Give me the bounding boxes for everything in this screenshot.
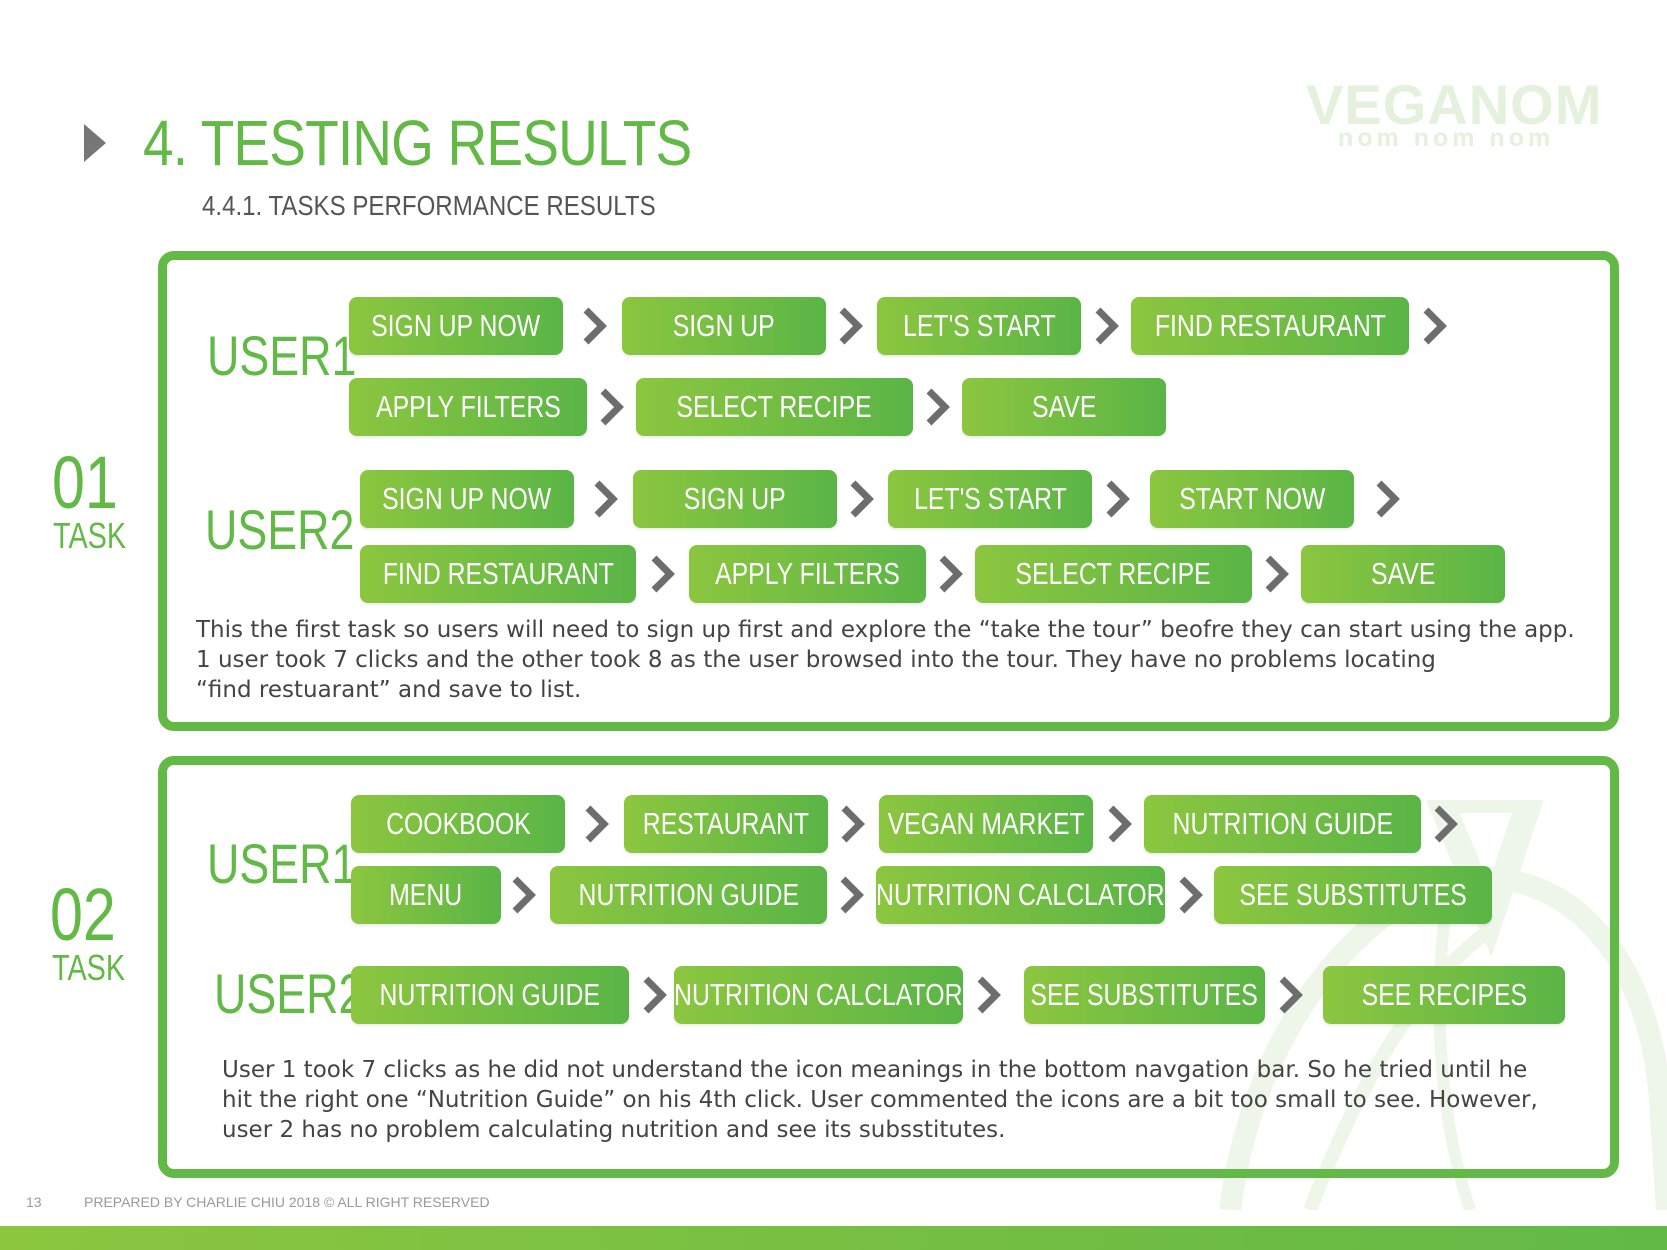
page-title: 4. TESTING RESULTS: [143, 107, 692, 179]
chevron-right-icon: [1108, 805, 1132, 843]
task2-note-line2: hit the right one “Nutrition Guide” on h…: [222, 1087, 1538, 1113]
chevron-right-icon: [850, 480, 874, 518]
step-lets-start[interactable]: LET'S START: [877, 297, 1081, 355]
chevron-right-icon: [585, 805, 609, 843]
step-see-recipes[interactable]: SEE RECIPES: [1323, 966, 1565, 1024]
chevron-right-icon: [1376, 480, 1400, 518]
step-select-recipe[interactable]: SELECT RECIPE: [975, 545, 1252, 603]
step-sign-up[interactable]: SIGN UP: [633, 470, 837, 528]
step-vegan-market[interactable]: VEGAN MARKET: [879, 795, 1093, 853]
chevron-right-icon: [1279, 976, 1303, 1014]
task2-user1-label: USER1: [207, 832, 357, 895]
chevron-right-icon: [841, 805, 865, 843]
chevron-right-icon: [594, 480, 618, 518]
chevron-right-icon: [583, 307, 607, 345]
chevron-right-icon: [939, 555, 963, 593]
step-see-substitutes[interactable]: SEE SUBSTITUTES: [1214, 866, 1492, 924]
step-nutrition-guide[interactable]: NUTRITION GUIDE: [550, 866, 827, 924]
task1-note-line1: This the first task so users will need t…: [196, 617, 1575, 643]
step-find-restaurant[interactable]: FIND RESTAURANT: [360, 545, 636, 603]
step-save[interactable]: SAVE: [962, 378, 1166, 436]
step-lets-start[interactable]: LET'S START: [888, 470, 1092, 528]
task1-note-line3: “find restuarant” and save to list.: [196, 677, 582, 703]
section-subtitle: 4.4.1. TASKS PERFORMANCE RESULTS: [202, 190, 656, 221]
step-select-recipe[interactable]: SELECT RECIPE: [636, 378, 913, 436]
step-start-now[interactable]: START NOW: [1150, 470, 1354, 528]
task1-number: 01: [52, 441, 118, 524]
logo-wordmark: VEGANOM: [1306, 73, 1603, 136]
step-find-restaurant[interactable]: FIND RESTAURANT: [1131, 297, 1409, 355]
logo-tagline: nom nom nom: [1338, 124, 1555, 152]
step-sign-up-now[interactable]: SIGN UP NOW: [360, 470, 574, 528]
chevron-right-icon: [1095, 307, 1119, 345]
step-nutrition-guide[interactable]: NUTRITION GUIDE: [351, 966, 629, 1024]
task1-user1-label: USER1: [207, 324, 357, 387]
chevron-right-icon: [1423, 307, 1447, 345]
task1-user2-label: USER2: [205, 498, 355, 561]
chevron-right-icon: [651, 555, 675, 593]
task2-user2-label: USER2: [214, 962, 364, 1025]
step-sign-up[interactable]: SIGN UP: [622, 297, 826, 355]
step-nutrition-calculator[interactable]: NUTRITION CALCLATOR: [876, 866, 1165, 924]
chevron-right-icon: [512, 876, 536, 914]
task2-number: 02: [50, 873, 116, 956]
chevron-right-icon: [926, 388, 950, 426]
chevron-right-icon: [1265, 555, 1289, 593]
step-see-substitutes[interactable]: SEE SUBSTITUTES: [1024, 966, 1265, 1024]
step-save[interactable]: SAVE: [1301, 545, 1505, 603]
step-nutrition-guide[interactable]: NUTRITION GUIDE: [1144, 795, 1421, 853]
task1-note-line2: 1 user took 7 clicks and the other took …: [196, 647, 1436, 673]
chevron-right-icon: [643, 976, 667, 1014]
step-menu[interactable]: MENU: [351, 866, 501, 924]
page-number: 13: [26, 1194, 42, 1210]
step-sign-up-now[interactable]: SIGN UP NOW: [349, 297, 563, 355]
step-nutrition-calculator[interactable]: NUTRITION CALCLATOR: [674, 966, 963, 1024]
chevron-right-icon: [1106, 480, 1130, 518]
chevron-right-icon: [1434, 805, 1458, 843]
step-apply-filters[interactable]: APPLY FILTERS: [689, 545, 926, 603]
chevron-right-icon: [1179, 876, 1203, 914]
step-restaurant[interactable]: RESTAURANT: [624, 795, 828, 853]
chevron-right-icon: [977, 976, 1001, 1014]
task1-panel: [158, 251, 1619, 731]
footer-bar: [0, 1226, 1667, 1250]
chevron-right-icon: [839, 307, 863, 345]
footer-credit: PREPARED BY CHARLIE CHIU 2018 © ALL RIGH…: [84, 1194, 490, 1210]
header-arrow-icon: [84, 124, 106, 162]
task2-note-line3: user 2 has no problem calculating nutrit…: [222, 1117, 1006, 1143]
chevron-right-icon: [840, 876, 864, 914]
step-cookbook[interactable]: COOKBOOK: [351, 795, 565, 853]
task2-panel: [158, 756, 1619, 1178]
chevron-right-icon: [600, 388, 624, 426]
task2-note-line1: User 1 took 7 clicks as he did not under…: [222, 1057, 1528, 1083]
step-apply-filters[interactable]: APPLY FILTERS: [349, 378, 587, 436]
task1-label: TASK: [53, 515, 127, 556]
task2-label: TASK: [52, 947, 126, 988]
